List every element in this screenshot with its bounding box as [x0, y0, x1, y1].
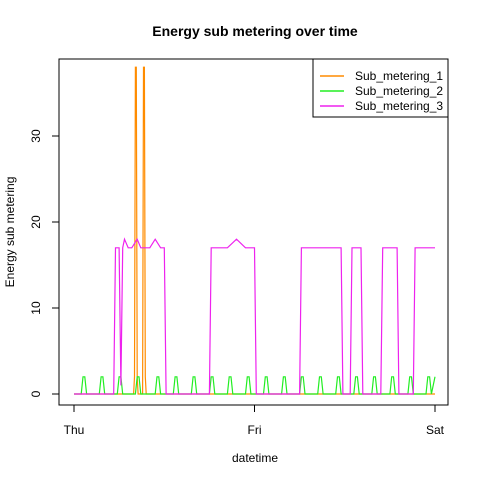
- legend-label-3: Sub_metering_3: [355, 99, 443, 113]
- y-tick-label: 20: [29, 215, 43, 229]
- chart-title: Energy sub metering over time: [152, 23, 358, 39]
- legend-box: [312, 58, 449, 118]
- y-tick-label: 10: [29, 301, 43, 315]
- legend-label-2: Sub_metering_2: [355, 84, 443, 98]
- legend-label-1: Sub_metering_1: [355, 69, 443, 83]
- y-tick-label: 30: [29, 129, 43, 143]
- x-axis-label: datetime: [232, 451, 278, 465]
- y-tick-label: 0: [29, 390, 43, 397]
- series-line-3: [74, 237, 435, 395]
- x-tick-label: Thu: [64, 423, 85, 437]
- legend: Sub_metering_1Sub_metering_2Sub_metering…: [312, 58, 449, 118]
- x-tick-label: Fri: [248, 423, 262, 437]
- series-layer: [74, 66, 436, 395]
- y-axis-label: Energy sub metering: [3, 177, 17, 288]
- x-axis: Thu Fri Sat: [64, 404, 445, 437]
- y-axis: 0 10 20 30: [29, 129, 60, 397]
- x-tick-label: Sat: [426, 423, 445, 437]
